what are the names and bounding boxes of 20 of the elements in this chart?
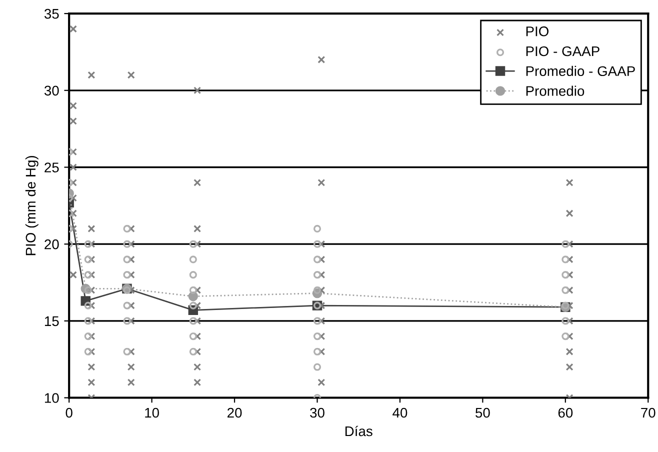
x-tick-label: 50 — [476, 408, 490, 418]
x-tick-label: 20 — [228, 408, 242, 418]
x-tick-label: 0 — [66, 408, 72, 418]
y-tick-label: 20 — [44, 239, 59, 250]
y-tick-label: 10 — [44, 393, 59, 403]
y-tick-label: 30 — [44, 86, 59, 96]
y-axis-title: PIO (mm de Hg) — [25, 156, 38, 256]
legend-label: PIO - GAAP — [526, 46, 600, 56]
x-tick-label: 60 — [558, 408, 573, 418]
legend-label: Promedio - GAAP — [526, 66, 635, 76]
legend-label: Promedio — [526, 86, 584, 96]
y-tick-label: 15 — [44, 316, 59, 326]
legend-label: PIO — [526, 26, 549, 36]
x-tick-label: 10 — [145, 408, 159, 418]
x-axis-title: Días — [345, 426, 372, 436]
x-tick-label: 70 — [641, 408, 656, 418]
y-tick-label: 35 — [44, 8, 59, 19]
x-tick-label: 30 — [310, 408, 324, 418]
y-tick-label: 25 — [44, 162, 59, 172]
x-tick-label: 40 — [392, 408, 408, 418]
